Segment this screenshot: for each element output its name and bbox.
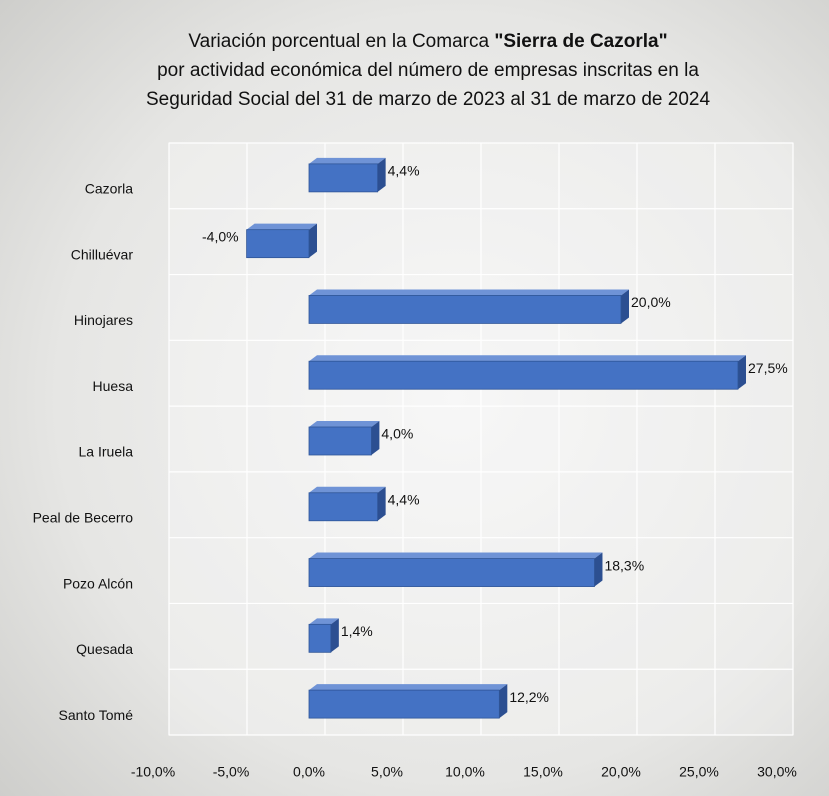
x-tick-label: 10,0% <box>445 764 485 780</box>
bar <box>308 689 500 719</box>
y-tick-label: Quesada <box>76 641 133 657</box>
x-tick-label: 30,0% <box>757 764 797 780</box>
x-tick-label: 15,0% <box>523 764 563 780</box>
y-tick-label: Peal de Becerro <box>33 509 134 525</box>
bar-top <box>309 421 380 427</box>
x-tick-label: -10,0% <box>131 764 175 780</box>
bar-top <box>309 618 339 625</box>
bar-side <box>330 618 339 653</box>
y-tick-label: La Iruela <box>79 444 134 460</box>
y-tick-label: Chilluévar <box>71 246 134 262</box>
bar-side <box>377 157 386 192</box>
value-label: -4,0% <box>202 228 239 244</box>
chart-title: por actividad económica del número de em… <box>157 60 699 81</box>
chart-title: Seguridad Social del 31 de marzo de 2023… <box>146 89 710 110</box>
bar-side <box>371 421 380 455</box>
bar-top <box>309 289 629 296</box>
x-tick-label: 25,0% <box>679 764 719 780</box>
value-label: 1,4% <box>341 623 373 639</box>
x-tick-label: 0,0% <box>293 764 325 780</box>
value-label: 27,5% <box>748 360 788 376</box>
bar <box>308 426 372 456</box>
bar-side <box>499 684 508 719</box>
bar-top <box>309 684 508 691</box>
bar <box>308 163 379 193</box>
bar <box>308 492 379 522</box>
y-tick-label: Huesa <box>93 378 134 394</box>
bar-side <box>377 486 386 521</box>
value-label: 12,2% <box>509 689 549 705</box>
value-label: 4,4% <box>388 491 420 507</box>
bar-top <box>309 552 603 559</box>
bar <box>246 229 310 259</box>
bar-side <box>738 355 746 390</box>
bar-top <box>309 486 386 493</box>
bar <box>308 558 595 587</box>
bar-top <box>309 355 746 362</box>
value-label: 4,4% <box>388 163 420 179</box>
bar-top <box>246 223 317 230</box>
y-tick-label: Pozo Alcón <box>63 575 133 591</box>
y-tick-label: Cazorla <box>85 181 133 197</box>
x-tick-label: 5,0% <box>371 764 403 780</box>
bar-side <box>594 552 603 587</box>
value-label: 4,0% <box>381 426 413 442</box>
x-tick-label: 20,0% <box>601 764 641 780</box>
bar <box>308 360 739 390</box>
bar-side <box>621 289 629 324</box>
chart-title: Variación porcentual en la Comarca "Sier… <box>188 31 667 52</box>
value-label: 20,0% <box>631 294 671 310</box>
y-tick-label: Hinojares <box>74 312 133 328</box>
bar <box>308 623 332 653</box>
bar-side <box>309 223 317 258</box>
bar <box>308 295 622 324</box>
value-label: 18,3% <box>604 557 644 573</box>
x-tick-label: -5,0% <box>213 764 250 780</box>
bar-top <box>309 157 386 164</box>
y-tick-label: Santo Tomé <box>59 707 134 723</box>
